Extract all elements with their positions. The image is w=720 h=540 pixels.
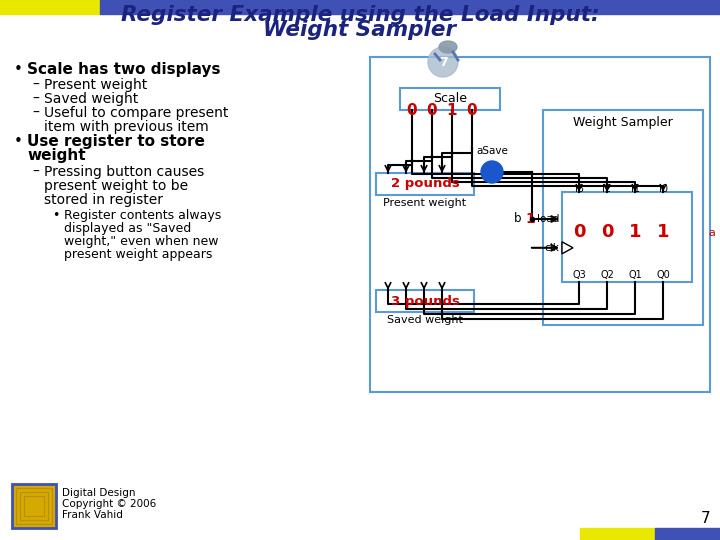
Bar — [12, 484, 56, 528]
Text: I1: I1 — [631, 184, 639, 194]
Bar — [400, 88, 500, 110]
Text: Present weight: Present weight — [384, 198, 467, 208]
Bar — [376, 173, 474, 195]
Text: 0: 0 — [572, 223, 585, 241]
Text: •: • — [14, 62, 23, 77]
Bar — [655, 528, 720, 540]
Text: Copyright © 2006: Copyright © 2006 — [62, 499, 156, 509]
Bar — [24, 496, 44, 516]
Text: Q3: Q3 — [572, 270, 586, 280]
Text: 0: 0 — [427, 103, 437, 118]
Text: Q0: Q0 — [656, 270, 670, 280]
Text: Use register to store: Use register to store — [27, 134, 205, 149]
Text: •: • — [14, 134, 23, 149]
Bar — [562, 192, 692, 282]
Text: Saved weight: Saved weight — [387, 315, 463, 325]
Bar — [376, 290, 474, 312]
Text: Scale: Scale — [433, 92, 467, 105]
Text: Frank Vahid: Frank Vahid — [62, 510, 123, 520]
Text: aSave: aSave — [476, 146, 508, 156]
Text: Scale has two displays: Scale has two displays — [27, 62, 220, 77]
Text: 2 pounds: 2 pounds — [391, 178, 459, 191]
Bar — [370, 57, 710, 392]
Text: 1: 1 — [657, 223, 670, 241]
Text: Q1: Q1 — [628, 270, 642, 280]
Text: present weight appears: present weight appears — [64, 248, 212, 261]
Text: 0: 0 — [600, 223, 613, 241]
Ellipse shape — [439, 41, 457, 53]
Bar — [543, 110, 703, 325]
Text: –: – — [32, 92, 39, 106]
Text: Digital Design: Digital Design — [62, 488, 135, 498]
Bar — [0, 0, 100, 14]
Text: Saved weight: Saved weight — [44, 92, 138, 106]
Bar — [20, 492, 48, 520]
Text: I3: I3 — [575, 184, 583, 194]
Text: load: load — [536, 214, 559, 224]
Text: –: – — [32, 165, 39, 179]
Bar — [100, 0, 720, 14]
Text: 0: 0 — [407, 103, 418, 118]
Text: Register Example using the Load Input:: Register Example using the Load Input: — [121, 5, 599, 25]
Text: –: – — [32, 78, 39, 92]
Text: I0: I0 — [659, 184, 667, 194]
Text: 7: 7 — [701, 511, 710, 526]
Text: Pressing button causes: Pressing button causes — [44, 165, 204, 179]
Text: 1: 1 — [629, 223, 642, 241]
Bar — [16, 488, 52, 524]
Text: •: • — [52, 209, 59, 222]
Text: a: a — [708, 227, 715, 238]
Text: stored in register: stored in register — [44, 193, 163, 207]
Text: displayed as "Saved: displayed as "Saved — [64, 222, 192, 235]
Text: Present weight: Present weight — [44, 78, 148, 92]
Text: Register contents always: Register contents always — [64, 209, 221, 222]
Bar — [580, 528, 655, 540]
Circle shape — [481, 161, 503, 183]
Polygon shape — [562, 242, 573, 254]
Text: Useful to compare present: Useful to compare present — [44, 106, 228, 120]
Text: 1: 1 — [525, 212, 535, 226]
Text: I2: I2 — [603, 184, 611, 194]
Text: 7: 7 — [438, 56, 447, 69]
Text: Q2: Q2 — [600, 270, 614, 280]
Text: 3 pounds: 3 pounds — [390, 294, 459, 307]
Text: present weight to be: present weight to be — [44, 179, 188, 193]
Text: item with previous item: item with previous item — [44, 120, 209, 134]
Text: 0: 0 — [467, 103, 477, 118]
Text: weight: weight — [27, 148, 86, 163]
Text: clk: clk — [544, 243, 559, 253]
Text: Weight Sampler: Weight Sampler — [264, 20, 456, 40]
Ellipse shape — [428, 47, 458, 77]
Text: –: – — [32, 106, 39, 120]
Text: Weight Sampler: Weight Sampler — [573, 116, 673, 129]
Text: 1: 1 — [446, 103, 457, 118]
Text: weight," even when new: weight," even when new — [64, 235, 218, 248]
Text: b: b — [513, 213, 521, 226]
